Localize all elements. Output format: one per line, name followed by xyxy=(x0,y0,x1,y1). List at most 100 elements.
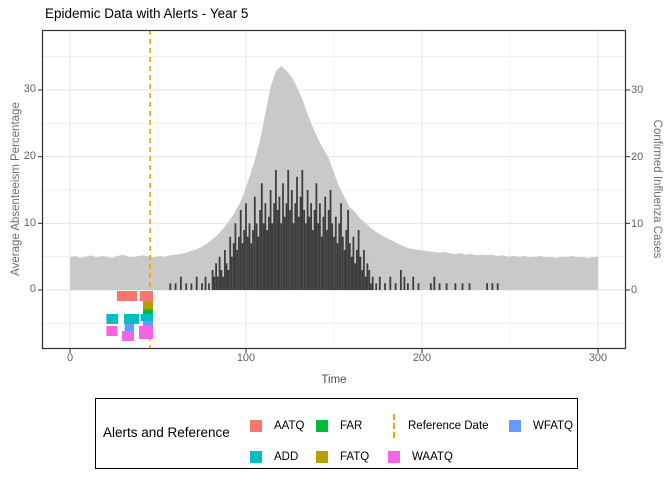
legend: Alerts and Reference AATQ ADD FAR FATQ R… xyxy=(95,398,578,469)
influenza-bar xyxy=(301,170,304,290)
alert-mark-wfatq xyxy=(124,324,135,334)
alert-mark-add xyxy=(140,314,154,321)
legend-label: FAR xyxy=(340,420,363,432)
influenza-bar xyxy=(229,236,232,290)
influenza-bar xyxy=(308,216,311,290)
influenza-bar xyxy=(190,283,193,290)
influenza-bar xyxy=(366,263,369,290)
influenza-bar xyxy=(290,190,293,290)
influenza-bar xyxy=(204,276,207,290)
influenza-bar xyxy=(334,216,337,290)
alert-mark-aatq xyxy=(140,291,153,301)
influenza-bar xyxy=(400,270,402,290)
alert-mark-waatq xyxy=(139,326,154,339)
influenza-bar xyxy=(496,283,499,290)
influenza-bar xyxy=(297,216,300,290)
alert-mark-add xyxy=(106,314,118,324)
influenza-bar xyxy=(289,210,291,290)
legend-key-reference-date-dashed-line-icon xyxy=(393,414,395,438)
panel-border xyxy=(41,29,627,350)
influenza-bar xyxy=(327,210,330,290)
influenza-bar xyxy=(331,223,334,290)
chart-title: Epidemic Data with Alerts - Year 5 xyxy=(45,6,249,21)
influenza-bar xyxy=(275,170,277,290)
influenza-bar xyxy=(370,283,372,290)
legend-key-fatq xyxy=(316,451,328,463)
influenza-bar xyxy=(340,203,342,290)
legend-label: Reference Date xyxy=(408,420,489,432)
influenza-bar xyxy=(324,196,327,290)
influenza-bar xyxy=(216,276,219,290)
legend-label: ADD xyxy=(274,451,299,463)
influenza-bar xyxy=(259,210,261,290)
influenza-bar xyxy=(273,203,276,290)
influenza-bar xyxy=(248,223,251,290)
x-tick-label: 300 xyxy=(588,352,608,364)
influenza-bar xyxy=(345,230,348,290)
influenza-bar xyxy=(239,210,242,290)
influenza-bar xyxy=(326,230,328,290)
influenza-bar xyxy=(310,203,312,290)
y-left-tick-label: 20 xyxy=(23,150,36,162)
influenza-bar xyxy=(438,283,441,290)
influenza-bar xyxy=(224,250,226,290)
influenza-bar xyxy=(319,203,321,290)
influenza-bar xyxy=(271,223,274,290)
influenza-bar xyxy=(231,256,233,290)
influenza-bar xyxy=(313,210,316,290)
influenza-bar xyxy=(350,256,353,290)
y-left-axis-title: Average Absenteeism Percentage xyxy=(10,102,22,276)
influenza-bar xyxy=(253,196,256,290)
influenza-bar xyxy=(384,283,386,290)
influenza-bar xyxy=(250,243,253,290)
influenza-bar xyxy=(225,263,228,290)
influenza-bar xyxy=(285,203,288,290)
influenza-bar xyxy=(180,276,182,290)
influenza-bar xyxy=(329,190,332,290)
influenza-bar xyxy=(336,243,339,290)
alert-mark-waatq xyxy=(121,331,134,341)
legend-key-aatq xyxy=(250,420,262,432)
influenza-bar xyxy=(343,250,346,290)
influenza-bar xyxy=(201,283,203,290)
legend-key-wfatq xyxy=(509,420,521,432)
influenza-bar xyxy=(417,283,420,290)
legend-label: AATQ xyxy=(274,420,305,432)
influenza-bar xyxy=(299,196,302,290)
influenza-bar xyxy=(296,176,298,290)
influenza-bar xyxy=(276,210,279,290)
influenza-bar xyxy=(354,263,356,290)
legend-title: Alerts and Reference xyxy=(103,425,230,440)
influenza-bar xyxy=(306,190,309,290)
influenza-bar xyxy=(174,283,177,290)
legend-label: WAATQ xyxy=(412,451,453,463)
influenza-bar xyxy=(371,276,374,290)
legend-key-far xyxy=(316,420,328,432)
influenza-bar xyxy=(468,283,471,290)
influenza-bar xyxy=(269,190,272,290)
influenza-bar xyxy=(461,283,464,290)
influenza-bar xyxy=(195,276,198,290)
x-tick-label: 200 xyxy=(412,352,432,364)
influenza-bar xyxy=(486,283,488,290)
influenza-bar xyxy=(347,210,349,290)
influenza-bar xyxy=(218,256,221,290)
influenza-bar xyxy=(243,230,246,290)
influenza-bar xyxy=(255,223,258,290)
alert-mark-far xyxy=(143,309,153,316)
x-tick-label: 0 xyxy=(66,352,74,364)
influenza-bar xyxy=(491,283,494,290)
influenza-bar xyxy=(389,276,392,290)
influenza-bar xyxy=(361,270,364,290)
influenza-bar xyxy=(287,170,290,290)
influenza-bar xyxy=(241,243,244,290)
alert-mark-fatq xyxy=(143,301,153,310)
influenza-bar xyxy=(454,283,457,290)
influenza-bar xyxy=(185,283,188,290)
influenza-bar xyxy=(222,276,224,290)
influenza-bar xyxy=(412,276,415,290)
influenza-bar xyxy=(245,203,247,290)
alert-mark-add xyxy=(124,314,139,324)
influenza-bar xyxy=(348,243,351,290)
influenza-bar xyxy=(352,236,355,290)
